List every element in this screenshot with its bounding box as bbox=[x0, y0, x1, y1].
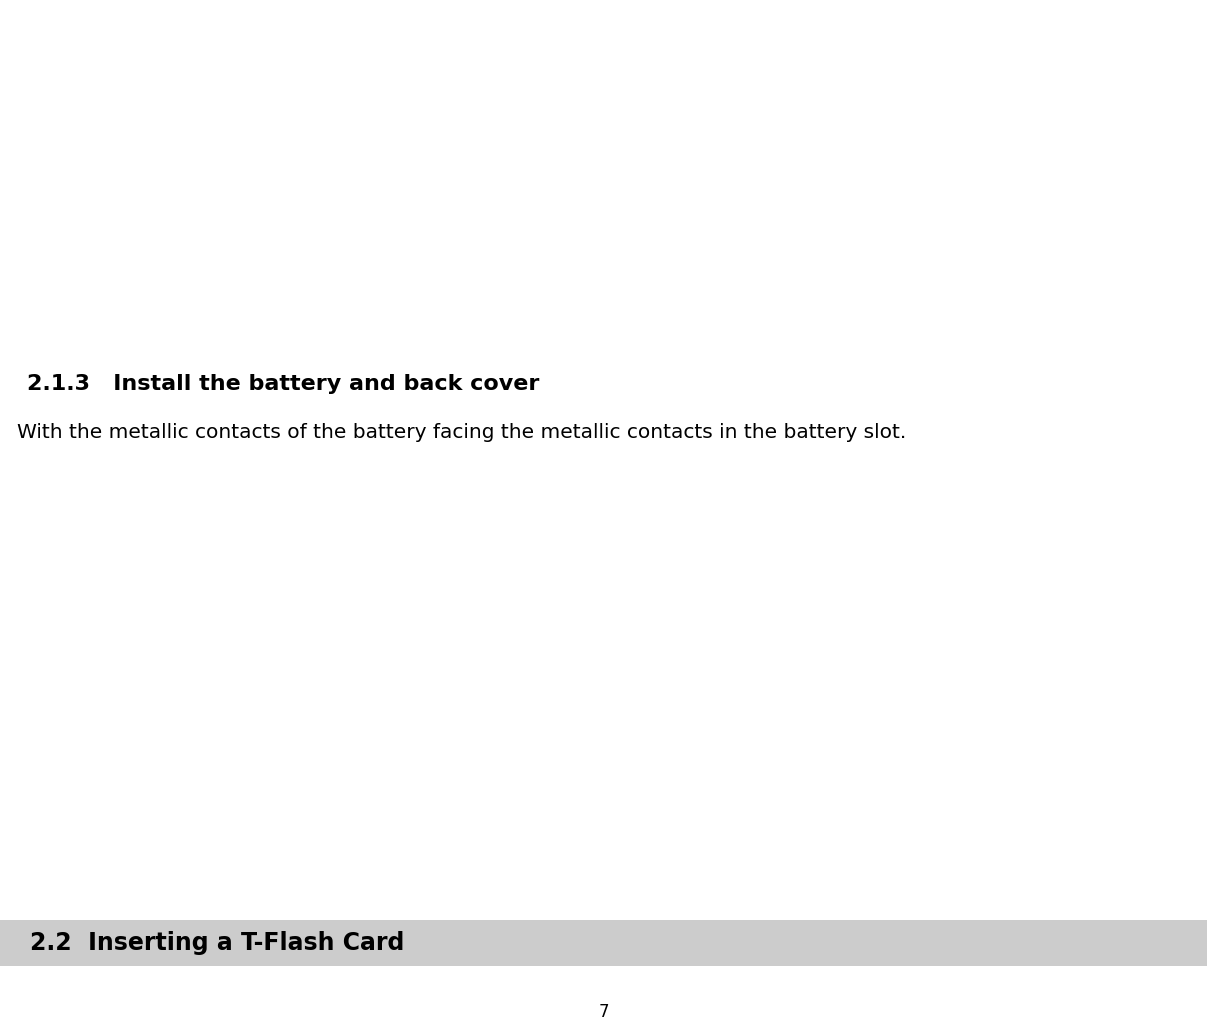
Text: With the metallic contacts of the battery facing the metallic contacts in the ba: With the metallic contacts of the batter… bbox=[17, 423, 906, 441]
Text: 2.1.3   Install the battery and back cover: 2.1.3 Install the battery and back cover bbox=[27, 374, 540, 394]
Bar bbox=[0, 920, 1207, 966]
Text: 7: 7 bbox=[599, 1003, 608, 1022]
Text: 2.2  Inserting a T-Flash Card: 2.2 Inserting a T-Flash Card bbox=[30, 931, 404, 955]
